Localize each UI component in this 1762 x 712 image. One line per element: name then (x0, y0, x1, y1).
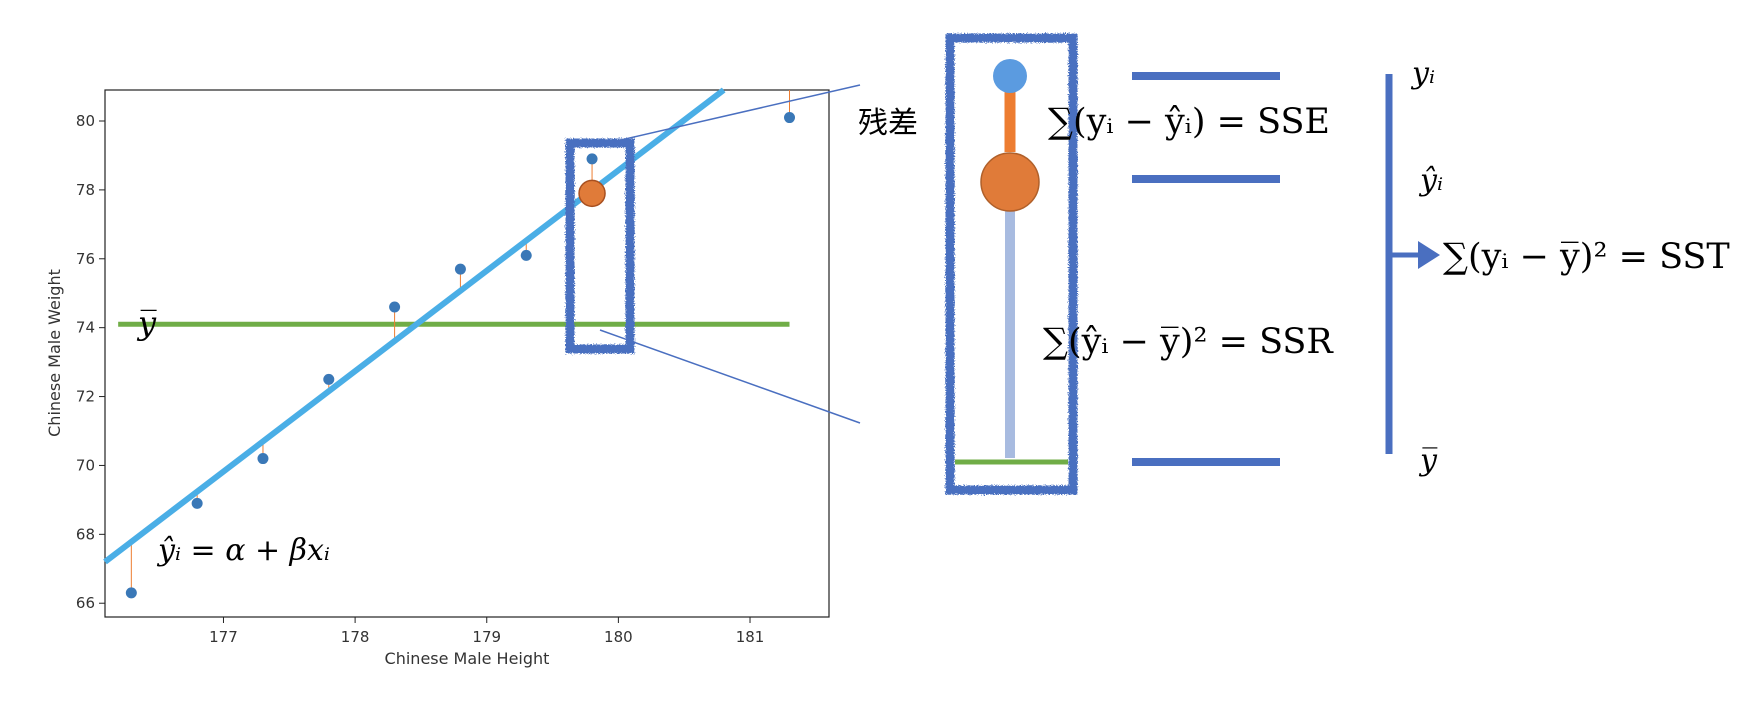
y-axis-ticks: 66 68 70 72 74 76 78 80 (76, 112, 105, 612)
y-tick-label: 66 (76, 594, 95, 612)
regression-line-group (103, 87, 726, 565)
residual-label: 残差 (858, 106, 918, 141)
y-tick-label: 76 (76, 250, 95, 268)
data-point (191, 497, 203, 509)
highlight-point (578, 179, 606, 208)
mean-label: y̅ (136, 304, 157, 342)
zoom-frame (945, 33, 1078, 495)
x-axis-ticks: 177 178 179 180 181 (209, 617, 764, 646)
scatter-chart: 177 178 179 180 181 66 68 70 72 74 76 78 80 Chinese… (45, 87, 830, 668)
data-point (454, 263, 466, 275)
zoom-connector-bottom (599, 329, 861, 424)
decomposition-diagram: 残差 ∑(yᵢ − ŷᵢ) = SSE ∑(ŷᵢ − y̅)² = SSR yᵢ… (858, 33, 1730, 495)
x-tick-label: 178 (341, 628, 370, 646)
label-ybar: y̅ (1418, 443, 1438, 478)
x-tick-label: 177 (209, 628, 238, 646)
data-point (125, 587, 137, 599)
sse-formula: ∑(yᵢ − ŷᵢ) = SSE (1048, 102, 1330, 142)
regression-equation: ŷᵢ = α + βxᵢ (156, 533, 330, 568)
data-point (389, 301, 401, 313)
x-tick-label: 181 (736, 628, 765, 646)
zoom-box (565, 138, 635, 354)
zoom-connector-top (611, 84, 861, 143)
label-y: yᵢ (1410, 56, 1435, 91)
sst-formula: ∑(yᵢ − y̅)² = SST (1443, 237, 1730, 277)
y-tick-label: 68 (76, 525, 95, 543)
data-point (586, 153, 598, 165)
actual-point-zoom (993, 59, 1027, 93)
y-tick-label: 80 (76, 112, 95, 130)
x-axis-title: Chinese Male Height (385, 649, 550, 668)
ssr-formula: ∑(ŷᵢ − y̅)² = SSR (1043, 322, 1334, 362)
data-point (323, 373, 335, 385)
data-point (784, 112, 796, 124)
plot-area (104, 89, 830, 618)
y-tick-label: 74 (76, 319, 95, 337)
label-yhat: ŷᵢ (1418, 163, 1443, 198)
y-tick-label: 70 (76, 456, 95, 474)
data-point (520, 249, 532, 261)
regression-line (103, 87, 726, 565)
data-point (257, 453, 269, 465)
data-points (125, 112, 796, 599)
arrow-head (1418, 241, 1440, 269)
x-tick-label: 179 (472, 628, 501, 646)
y-tick-label: 78 (76, 181, 95, 199)
y-tick-label: 72 (76, 388, 95, 406)
predicted-point-zoom (980, 152, 1040, 212)
y-axis-title: Chinese Male Weight (45, 269, 64, 437)
x-tick-label: 180 (604, 628, 633, 646)
